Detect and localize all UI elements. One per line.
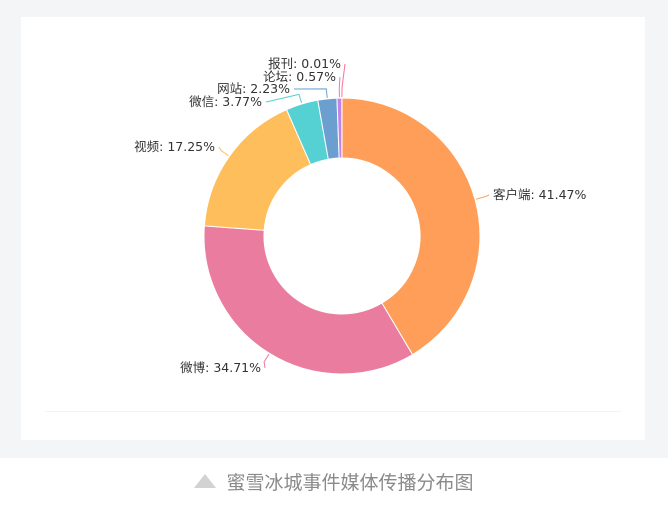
caption-text: 蜜雪冰城事件媒体传播分布图 — [226, 472, 474, 494]
leader-line-2 — [218, 146, 229, 157]
data-label-0: 客户端: 41.47% — [493, 187, 586, 202]
data-label-1: 微博: 34.71% — [180, 360, 261, 375]
data-label-4: 网站: 2.23% — [217, 81, 290, 96]
data-label-5: 论坛: 0.57% — [263, 69, 336, 84]
leader-line-1 — [263, 353, 270, 369]
card-divider — [45, 411, 621, 412]
leader-line-6 — [341, 63, 346, 98]
slice-0 — [341, 97, 481, 356]
data-label-3: 微信: 3.77% — [189, 94, 262, 109]
donut-chart: 客户端: 41.47% 微博: 34.71% 视频: 17.25% 微信: 3.77%… — [134, 56, 586, 375]
caption-bar — [0, 458, 668, 508]
leader-line-4 — [293, 88, 328, 98]
leader-line-5 — [338, 76, 341, 98]
figure-caption: 蜜雪冰城事件媒体传播分布图 — [0, 468, 668, 495]
slice-1 — [203, 225, 414, 375]
leader-line-3 — [265, 93, 303, 104]
leader-line-0 — [475, 194, 490, 200]
triangle-icon — [194, 471, 217, 493]
data-label-2: 视频: 17.25% — [134, 139, 215, 154]
data-label-6: 报刊: 0.01% — [268, 56, 341, 71]
